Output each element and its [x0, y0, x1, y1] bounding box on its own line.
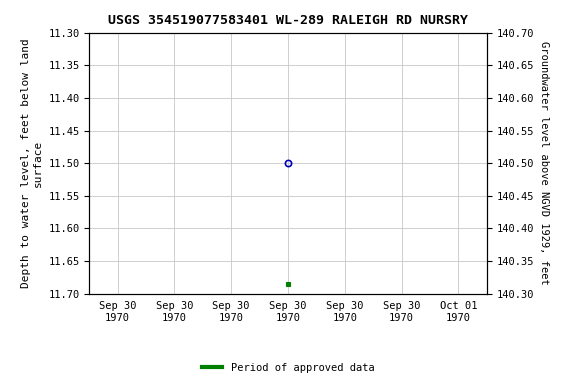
- Y-axis label: Depth to water level, feet below land
surface: Depth to water level, feet below land su…: [21, 38, 43, 288]
- Title: USGS 354519077583401 WL-289 RALEIGH RD NURSRY: USGS 354519077583401 WL-289 RALEIGH RD N…: [108, 14, 468, 27]
- Legend: Period of approved data: Period of approved data: [198, 359, 378, 377]
- Y-axis label: Groundwater level above NGVD 1929, feet: Groundwater level above NGVD 1929, feet: [540, 41, 550, 285]
